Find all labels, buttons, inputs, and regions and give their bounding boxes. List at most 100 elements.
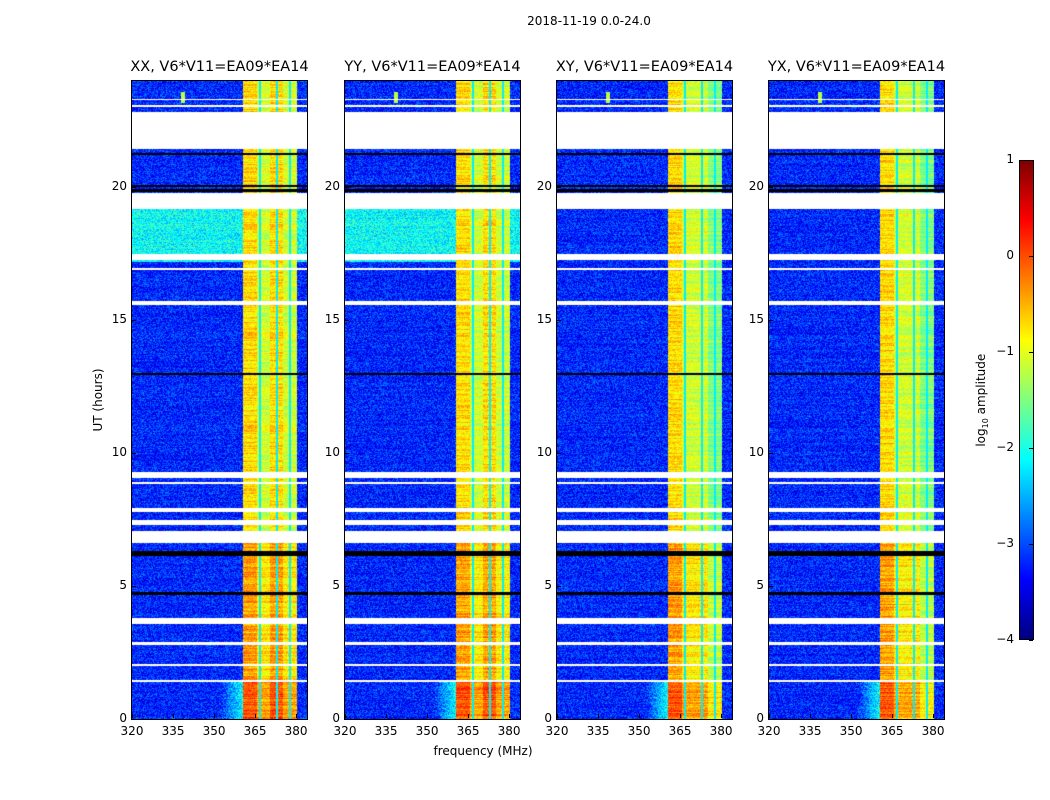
x-tick-mark <box>933 714 935 718</box>
colorbar-tick-label: −4 <box>996 632 1014 646</box>
panel-title: YY, V6*V11=EA09*EA14 <box>344 59 521 75</box>
x-tick-mark <box>769 714 770 718</box>
x-tick-label: 365 <box>243 724 267 738</box>
heatmap-panel-yy <box>344 80 521 720</box>
y-tick-label: 20 <box>324 179 340 194</box>
x-tick-mark <box>721 714 723 718</box>
x-tick-mark <box>427 714 429 718</box>
y-tick-mark <box>557 320 561 322</box>
y-tick-label: 0 <box>544 711 552 725</box>
y-tick-mark <box>345 719 349 720</box>
x-tick-label: 380 <box>497 724 521 738</box>
y-tick-label: 5 <box>332 578 340 593</box>
y-tick-label: 20 <box>748 179 764 194</box>
x-tick-mark <box>255 714 257 718</box>
x-tick-mark <box>892 714 894 718</box>
y-tick-mark <box>345 586 349 588</box>
x-tick-label: 380 <box>709 724 733 738</box>
x-tick-label: 365 <box>668 724 692 738</box>
x-tick-mark <box>509 714 511 718</box>
heatmap-panel-xy <box>556 80 733 720</box>
x-tick-mark <box>598 714 600 718</box>
y-tick-mark <box>557 586 561 588</box>
colorbar-tick-label: 1 <box>1006 152 1014 166</box>
x-axis-label: frequency (MHz) <box>433 744 533 758</box>
colorbar-tick-mark <box>1029 160 1033 161</box>
x-tick-mark <box>173 714 175 718</box>
y-tick-label: 5 <box>544 578 552 593</box>
y-tick-label: 20 <box>111 179 127 194</box>
y-tick-mark <box>132 586 136 588</box>
x-tick-label: 350 <box>415 724 439 738</box>
y-tick-mark <box>345 453 349 455</box>
panel-title: XX, V6*V11=EA09*EA14 <box>130 59 309 75</box>
heatmap-image <box>345 81 520 719</box>
y-tick-mark <box>345 320 349 322</box>
y-axis-label: UT (hours) <box>91 368 105 432</box>
heatmap-image <box>132 81 307 719</box>
x-tick-label: 320 <box>333 724 357 738</box>
x-tick-label: 320 <box>545 724 569 738</box>
y-tick-label: 20 <box>536 179 552 194</box>
y-tick-mark <box>345 187 349 189</box>
y-tick-mark <box>769 719 773 720</box>
x-tick-mark <box>345 714 346 718</box>
y-tick-label: 0 <box>332 711 340 725</box>
heatmap-panel-yx <box>768 80 945 720</box>
x-tick-mark <box>132 714 133 718</box>
x-tick-mark <box>557 714 558 718</box>
y-tick-label: 15 <box>111 312 127 327</box>
colorbar-tick-label: −2 <box>996 440 1014 454</box>
x-tick-label: 365 <box>456 724 480 738</box>
y-tick-label: 10 <box>536 445 552 460</box>
x-tick-label: 335 <box>374 724 398 738</box>
y-tick-label: 15 <box>324 312 340 327</box>
y-tick-label: 10 <box>324 445 340 460</box>
colorbar-tick-label: 0 <box>1006 248 1014 262</box>
colorbar-tick-mark <box>1029 640 1033 641</box>
y-tick-label: 15 <box>748 312 764 327</box>
x-tick-label: 380 <box>921 724 945 738</box>
y-tick-mark <box>557 453 561 455</box>
figure-title: 2018-11-19 0.0-24.0 <box>527 14 651 28</box>
y-tick-mark <box>557 187 561 189</box>
y-tick-mark <box>132 320 136 322</box>
x-tick-mark <box>639 714 641 718</box>
x-tick-label: 350 <box>839 724 863 738</box>
x-tick-mark <box>214 714 216 718</box>
x-tick-label: 335 <box>798 724 822 738</box>
x-tick-label: 320 <box>757 724 781 738</box>
colorbar-tick-label: −3 <box>996 536 1014 550</box>
y-tick-label: 5 <box>119 578 127 593</box>
x-tick-label: 350 <box>202 724 226 738</box>
y-tick-mark <box>132 187 136 189</box>
y-tick-label: 10 <box>111 445 127 460</box>
x-tick-label: 320 <box>120 724 144 738</box>
x-tick-label: 365 <box>880 724 904 738</box>
x-tick-mark <box>296 714 298 718</box>
x-tick-mark <box>680 714 682 718</box>
x-tick-label: 335 <box>161 724 185 738</box>
x-tick-label: 335 <box>586 724 610 738</box>
x-tick-label: 350 <box>627 724 651 738</box>
x-tick-mark <box>468 714 470 718</box>
x-tick-mark <box>851 714 853 718</box>
heatmap-image <box>557 81 732 719</box>
y-tick-mark <box>132 453 136 455</box>
y-tick-mark <box>132 719 136 720</box>
colorbar-tick-label: −1 <box>996 344 1014 358</box>
colorbar <box>1019 160 1034 640</box>
heatmap-panel-xx <box>131 80 308 720</box>
x-tick-label: 380 <box>284 724 308 738</box>
heatmap-image <box>769 81 944 719</box>
colorbar-tick-mark <box>1029 448 1033 449</box>
y-tick-mark <box>769 320 773 322</box>
x-tick-mark <box>810 714 812 718</box>
y-tick-label: 0 <box>756 711 764 725</box>
colorbar-tick-mark <box>1029 256 1033 257</box>
panel-title: XY, V6*V11=EA09*EA14 <box>555 59 734 75</box>
y-tick-label: 10 <box>748 445 764 460</box>
panel-title: YX, V6*V11=EA09*EA14 <box>767 59 946 75</box>
y-tick-mark <box>769 187 773 189</box>
